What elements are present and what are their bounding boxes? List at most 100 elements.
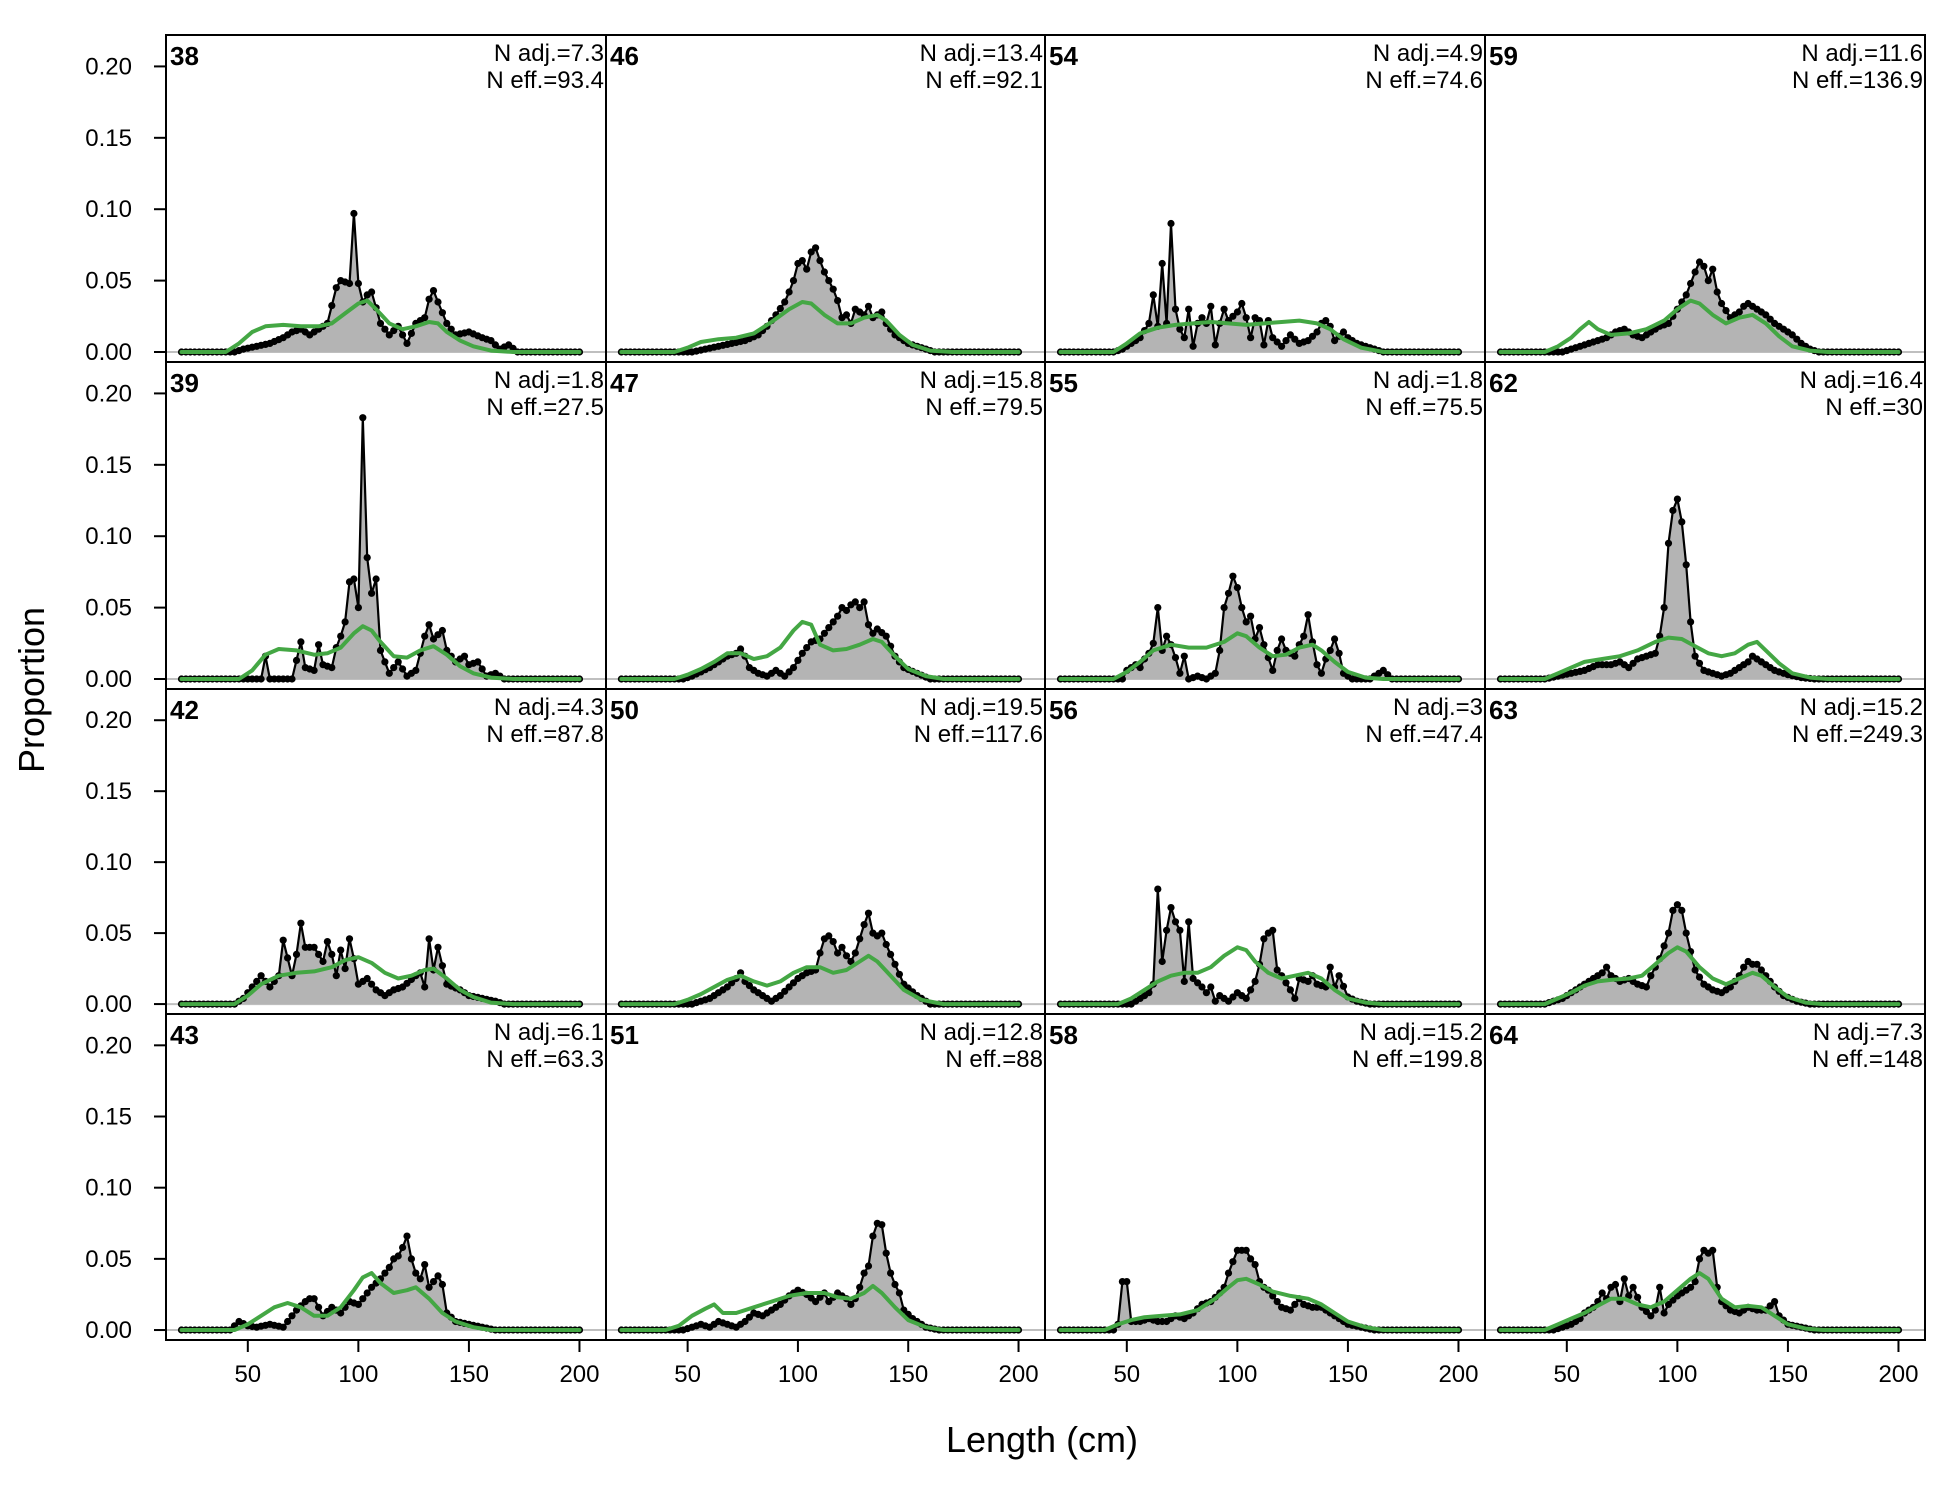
y-tick-label: 0.05 <box>85 268 132 295</box>
observed-point <box>315 641 323 649</box>
observed-point <box>421 983 429 991</box>
n-adj-label: N adj.=12.8 <box>920 1019 1043 1046</box>
observed-point <box>394 1252 402 1260</box>
observed-point <box>1611 1280 1620 1289</box>
observed-point <box>785 668 793 676</box>
observed-point <box>825 1298 833 1306</box>
observed-point <box>1722 307 1730 315</box>
panel-38: 38 N adj.=7.3N eff.=93.4 <box>165 34 607 363</box>
observed-point <box>1273 966 1281 974</box>
observed-point <box>399 665 407 673</box>
observed-point <box>279 936 287 944</box>
y-tick-label: 0.15 <box>85 1103 132 1130</box>
observed-point <box>1753 960 1761 968</box>
observed-point <box>310 943 318 951</box>
observed-point <box>1651 649 1659 657</box>
observed-point <box>1762 311 1770 319</box>
observed-point <box>860 1269 868 1277</box>
observed-point <box>1149 639 1157 647</box>
observed-point <box>776 1300 784 1308</box>
observed-point <box>1251 1261 1259 1269</box>
observed-point <box>1273 1298 1281 1306</box>
x-tick-label: 200 <box>1438 1361 1478 1388</box>
observed-point <box>1247 1255 1255 1263</box>
panel-51: 51 N adj.=12.8N eff.=88 <box>605 1013 1046 1341</box>
observed-point <box>781 987 789 995</box>
observed-point <box>292 656 301 665</box>
observed-point <box>1255 624 1264 632</box>
panel-39: 39 N adj.=1.8N eff.=27.5 <box>165 361 607 690</box>
observed-point <box>412 666 420 675</box>
observed-point <box>1691 652 1699 660</box>
n-eff-label: N eff.=75.5 <box>1365 394 1483 421</box>
n-eff-label: N eff.=136.9 <box>1792 67 1923 94</box>
observed-point <box>1629 1283 1637 1291</box>
observed-point <box>345 279 354 288</box>
observed-area <box>1060 1250 1459 1330</box>
y-tick-label: 0.05 <box>85 920 132 947</box>
panel-43: 43 N adj.=6.1N eff.=63.3 <box>165 1013 607 1341</box>
observed-point <box>1167 219 1175 228</box>
observed-point <box>847 957 855 966</box>
n-eff-label: N eff.=199.8 <box>1352 1046 1483 1073</box>
observed-point <box>1669 1296 1677 1304</box>
observed-point <box>1331 337 1339 345</box>
n-eff-label: N eff.=27.5 <box>486 394 604 421</box>
panel-55: 55 N adj.=1.8N eff.=75.5 <box>1044 361 1486 690</box>
panel-id-label: 47 <box>610 368 639 398</box>
n-eff-label: N eff.=88 <box>945 1046 1043 1073</box>
observed-point <box>1709 265 1717 273</box>
observed-point <box>350 209 358 218</box>
y-tick-label: 0.10 <box>85 196 132 223</box>
observed-point <box>487 337 495 345</box>
observed-point <box>359 414 367 422</box>
observed-point <box>253 977 261 986</box>
observed-point <box>1326 646 1334 655</box>
expected-line <box>1498 298 1901 354</box>
x-tick-label: 100 <box>778 1361 818 1388</box>
observed-point <box>328 664 336 672</box>
observed-point <box>399 1243 407 1252</box>
observed-point <box>895 970 904 978</box>
panel-62: 62 N adj.=16.4N eff.=30 <box>1484 361 1926 690</box>
observed-point <box>1335 972 1343 980</box>
observed-point <box>1185 918 1193 926</box>
observed-point <box>882 1249 890 1257</box>
panel-id-label: 58 <box>1049 1020 1078 1050</box>
observed-point <box>310 666 318 675</box>
observed-point <box>812 1298 820 1306</box>
observed-point <box>297 919 305 927</box>
observed-point <box>834 297 842 305</box>
observed-point <box>891 960 899 968</box>
observed-point <box>1687 279 1695 288</box>
observed-area <box>1500 262 1899 352</box>
observed-point <box>882 940 890 949</box>
n-eff-label: N eff.=79.5 <box>925 394 1043 421</box>
observed-point <box>1704 277 1712 285</box>
y-tick-label: 0.20 <box>85 380 132 407</box>
x-tick-label: 100 <box>1217 1361 1257 1388</box>
observed-point <box>794 656 802 665</box>
expected-line <box>619 1283 1021 1332</box>
observed-point <box>328 950 336 959</box>
observed-point <box>776 992 784 1000</box>
y-tick-label: 0.15 <box>85 778 132 805</box>
observed-point <box>1260 935 1268 943</box>
expected-line <box>619 619 1021 681</box>
observed-point <box>856 1283 864 1291</box>
observed-point <box>1673 901 1681 909</box>
observed-point <box>1286 986 1294 994</box>
observed-point <box>1335 649 1343 657</box>
observed-point <box>816 257 824 265</box>
observed-point <box>798 257 806 265</box>
observed-point <box>257 972 265 980</box>
observed-point <box>1229 993 1237 1001</box>
observed-point <box>798 649 806 657</box>
observed-point <box>1331 635 1339 643</box>
observed-point <box>1691 966 1699 974</box>
observed-point <box>1180 977 1188 986</box>
n-adj-label: N adj.=4.9 <box>1373 40 1483 67</box>
observed-point <box>297 638 305 646</box>
observed-point <box>856 604 864 612</box>
panel-id-label: 63 <box>1489 695 1518 725</box>
